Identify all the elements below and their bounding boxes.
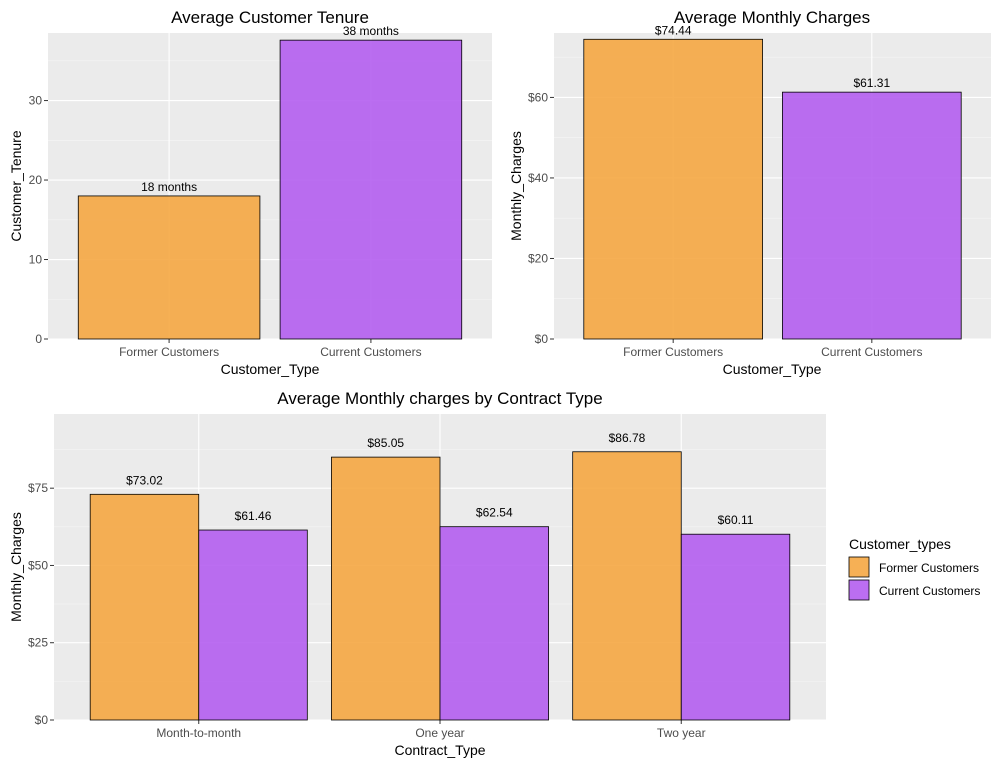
y-tick-label: $25 [28, 636, 48, 650]
chart-monthly-charges: Average Monthly Charges Customer_Type Mo… [508, 8, 991, 377]
data-label: 38 months [343, 24, 399, 38]
y-tick-label: $0 [535, 332, 549, 346]
x-tick-label: Month-to-month [156, 726, 241, 740]
x-axis-title: Customer_Type [723, 361, 822, 377]
y-tick-label: 0 [35, 332, 42, 346]
legend-swatch [848, 579, 870, 601]
y-tick-label: $40 [528, 171, 548, 185]
chart-title: Average Customer Tenure [171, 8, 369, 27]
bar [572, 451, 682, 721]
bar [583, 38, 763, 340]
bar [782, 91, 962, 340]
data-label: $61.46 [235, 509, 272, 523]
legend-label: Current Customers [879, 584, 980, 598]
y-axis-title: Monthly_Charges [8, 512, 24, 622]
data-label: $74.44 [655, 23, 692, 37]
bar [279, 39, 463, 340]
legend-title: Customer_types [849, 536, 951, 552]
x-tick-label: Current Customers [320, 345, 421, 359]
chart-contract-type-charges: Average Monthly charges by Contract Type… [8, 389, 980, 758]
y-tick-label: $0 [35, 713, 49, 727]
bar [77, 195, 261, 340]
data-label: $86.78 [609, 431, 646, 445]
legend: Former Customers Current Customers [848, 556, 980, 601]
y-tick-label: $50 [28, 558, 48, 572]
data-label: 18 months [141, 180, 197, 194]
chart-title: Average Monthly Charges [674, 8, 870, 27]
y-tick-label: 30 [29, 94, 43, 108]
y-tick-label: $60 [528, 90, 548, 104]
data-label: $61.31 [853, 76, 890, 90]
x-tick-label: One year [415, 726, 464, 740]
bar [439, 526, 549, 721]
y-tick-label: $75 [28, 481, 48, 495]
chart-customer-tenure: Average Customer Tenure Customer_Type Cu… [8, 8, 492, 377]
x-tick-label: Former Customers [119, 345, 219, 359]
x-axis-title: Contract_Type [394, 742, 485, 758]
data-label: $60.11 [718, 513, 754, 527]
y-axis-title: Monthly_Charges [508, 131, 524, 241]
x-tick-label: Current Customers [821, 345, 922, 359]
legend-label: Former Customers [879, 561, 979, 575]
y-tick-label: 10 [29, 253, 43, 267]
data-label: $73.02 [126, 473, 163, 487]
data-label: $85.05 [367, 436, 404, 450]
bar [89, 493, 200, 721]
x-axis-title: Customer_Type [221, 361, 320, 377]
bar [680, 533, 791, 721]
bar [198, 529, 308, 721]
data-label: $62.54 [476, 506, 513, 520]
y-axis-title: Customer_Tenure [8, 130, 24, 241]
y-tick-label: 20 [29, 173, 43, 187]
bar [331, 456, 441, 721]
chart-title: Average Monthly charges by Contract Type [277, 389, 602, 408]
legend-swatch [848, 556, 870, 578]
x-tick-label: Former Customers [623, 345, 723, 359]
x-tick-label: Two year [657, 726, 706, 740]
y-tick-label: $20 [528, 251, 548, 265]
